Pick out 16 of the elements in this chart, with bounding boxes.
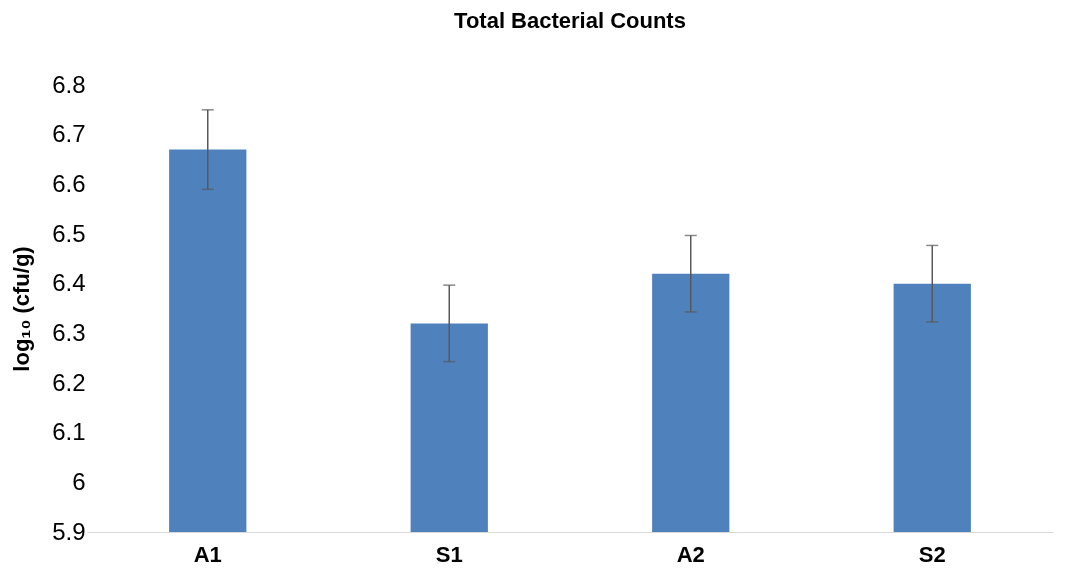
y-tick-label: 6.6 bbox=[52, 169, 86, 197]
y-tick-label: 6.7 bbox=[52, 120, 86, 148]
x-tick-label: S1 bbox=[435, 541, 463, 567]
y-axis-title: log₁₀ (cfu/g) bbox=[9, 246, 35, 372]
y-tick-label: 6.1 bbox=[52, 418, 86, 446]
y-tick-label: 6.2 bbox=[52, 368, 86, 396]
x-tick-label: A2 bbox=[676, 541, 705, 567]
y-tick-label: 5.9 bbox=[52, 517, 86, 545]
y-tick-label: 6.3 bbox=[52, 318, 86, 346]
x-tick-label: S2 bbox=[918, 541, 946, 567]
chart-title: Total Bacterial Counts bbox=[454, 8, 686, 33]
y-tick-label: 6.8 bbox=[52, 70, 86, 98]
y-tick-label: 6.5 bbox=[52, 219, 86, 247]
x-tick-label: A1 bbox=[193, 541, 222, 567]
y-tick-label: 6.4 bbox=[52, 269, 86, 297]
y-tick-label: 6 bbox=[72, 467, 86, 495]
